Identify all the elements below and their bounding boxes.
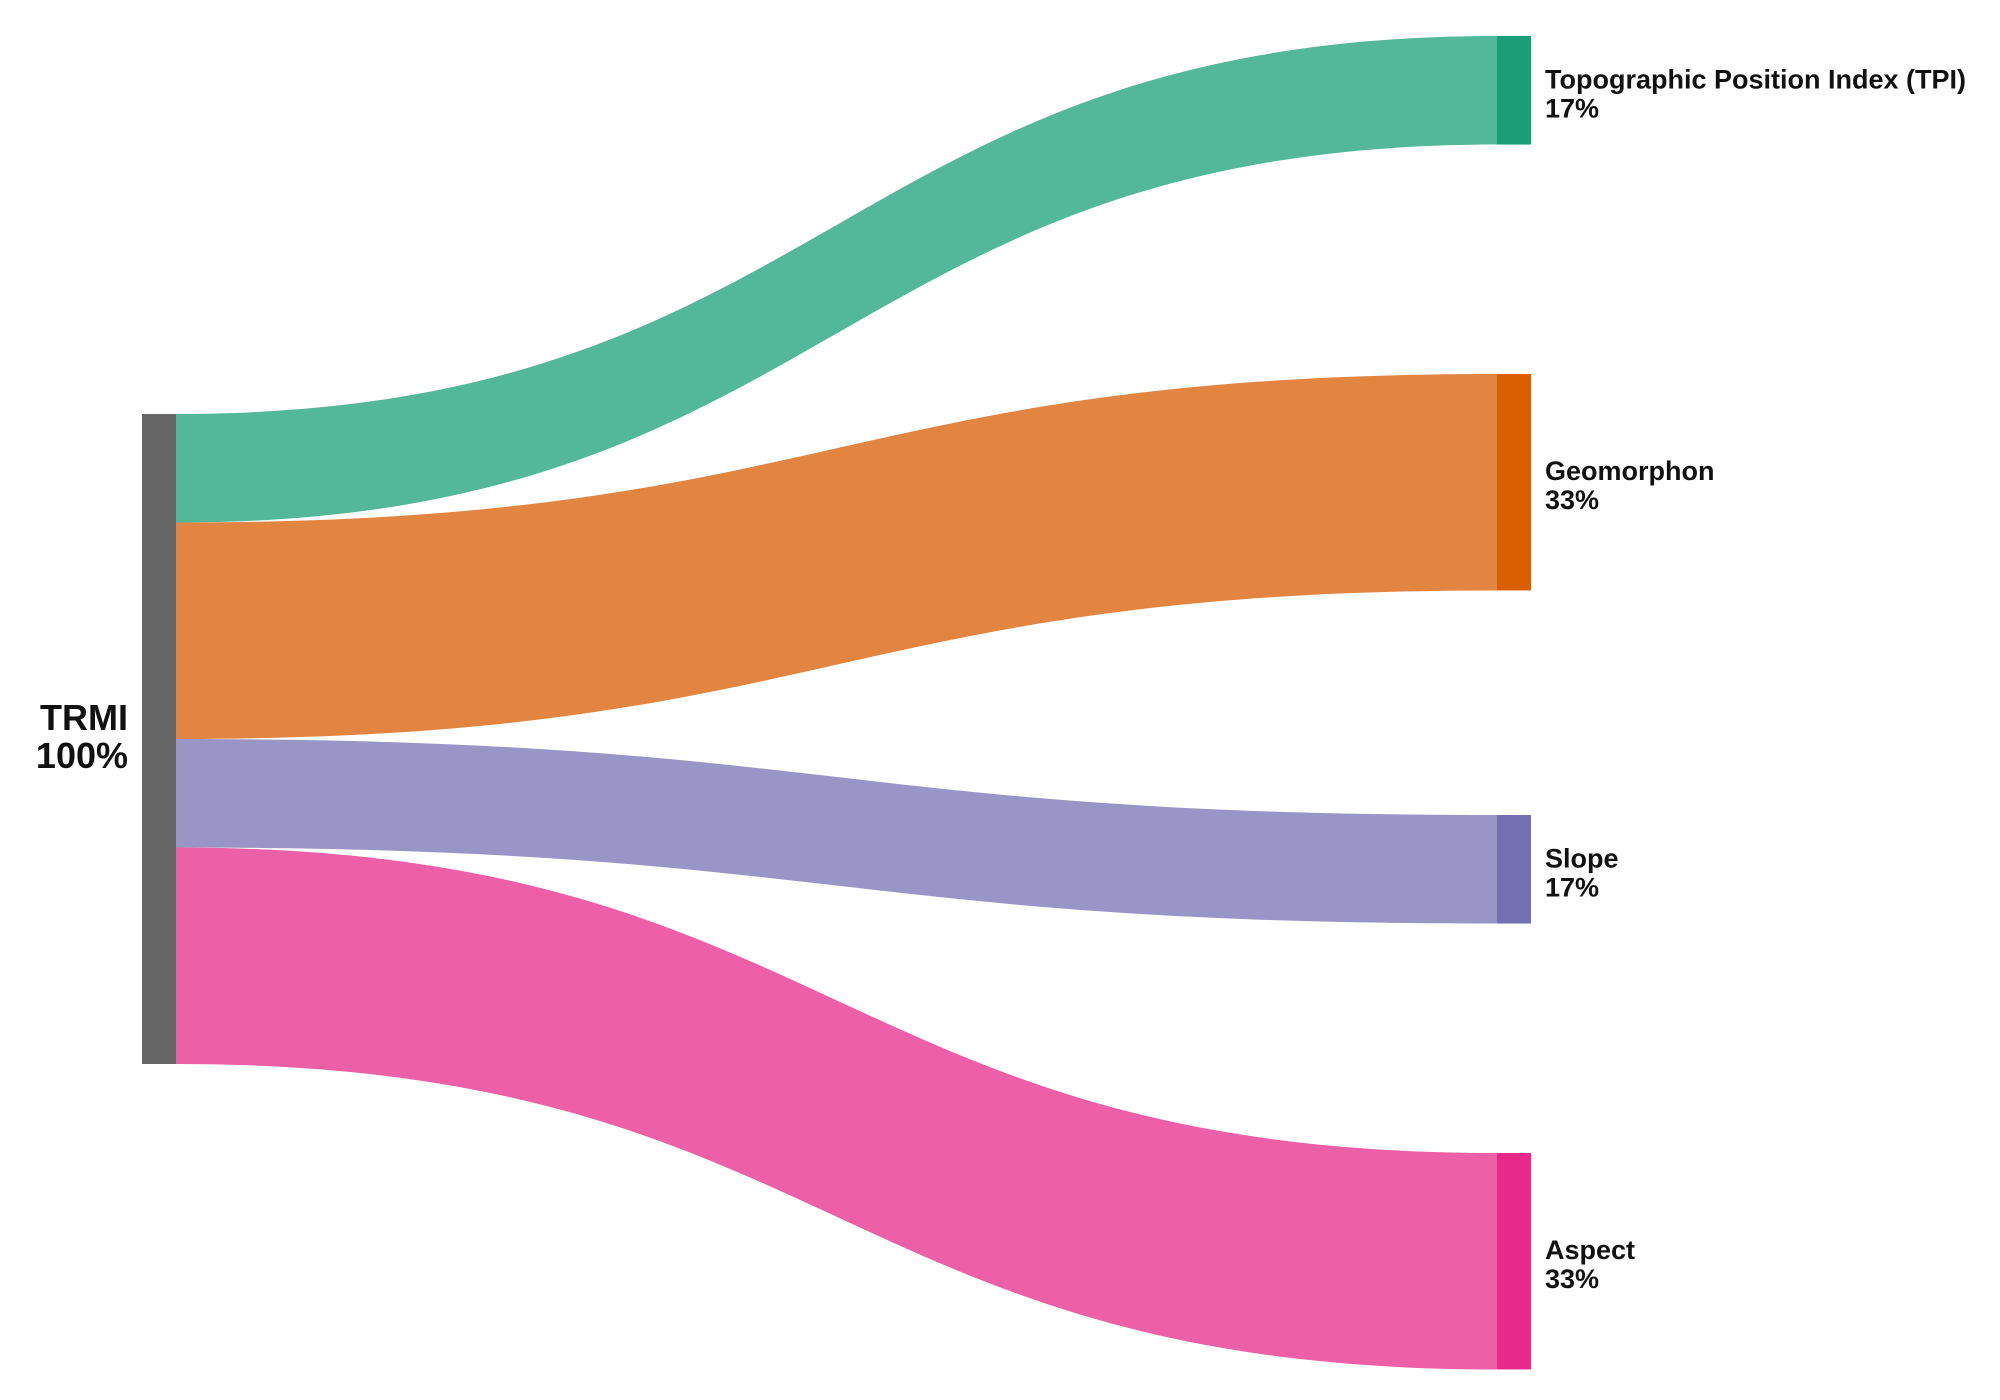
target-nodes-layer: Topographic Position Index (TPI)17%Geomo… (1497, 36, 1966, 1370)
flow-tpi (176, 36, 1497, 523)
target-percent-slope: 17% (1545, 872, 1599, 902)
flow-slope (176, 739, 1497, 924)
target-node-geomorphon (1497, 374, 1531, 591)
source-name-label: TRMI (40, 697, 128, 738)
target-name-geomorphon: Geomorphon (1545, 456, 1715, 486)
source-node-trmi (142, 414, 176, 1064)
target-percent-tpi: 17% (1545, 93, 1599, 123)
target-name-aspect: Aspect (1545, 1235, 1635, 1265)
target-name-tpi: Topographic Position Index (TPI) (1545, 64, 1966, 94)
target-node-tpi (1497, 36, 1531, 145)
source-percent-label: 100% (36, 735, 128, 776)
target-node-aspect (1497, 1153, 1531, 1370)
target-percent-aspect: 33% (1545, 1264, 1599, 1294)
target-name-slope: Slope (1545, 843, 1619, 873)
flow-geomorphon (176, 374, 1497, 739)
flows-layer (176, 36, 1497, 1370)
target-percent-geomorphon: 33% (1545, 485, 1599, 515)
target-node-slope (1497, 815, 1531, 924)
nodes-layer: TRMI 100% (36, 414, 176, 1064)
flow-aspect (176, 847, 1497, 1370)
